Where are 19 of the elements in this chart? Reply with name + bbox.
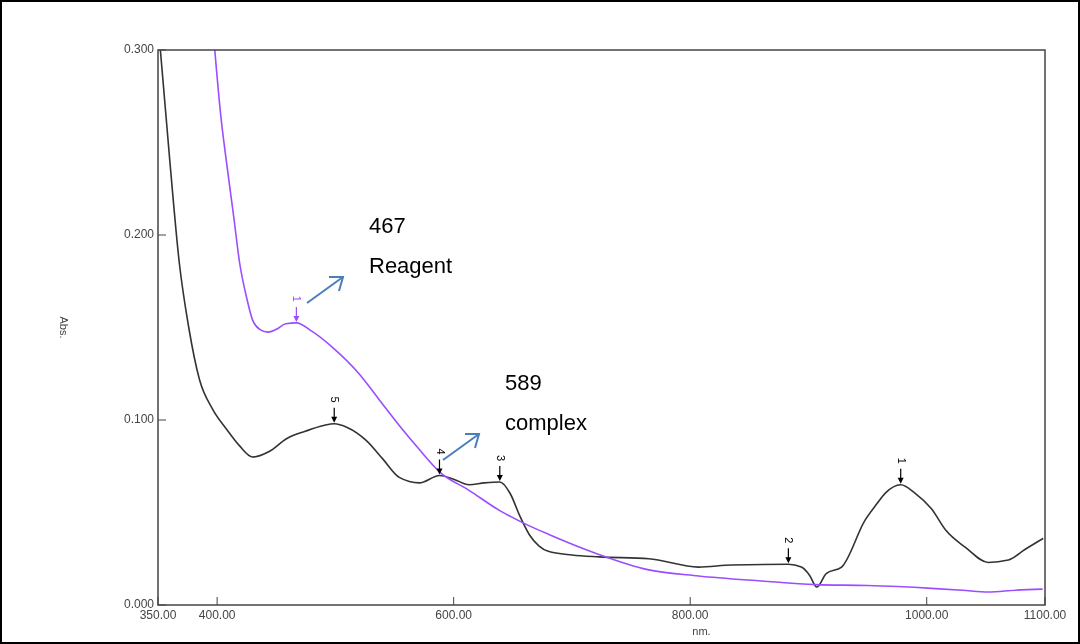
x-tick-label: 400.00 [198,608,236,622]
y-tick-label: 0.300 [123,42,155,57]
annotation: 589 complex [505,370,587,435]
x-tick-label: 1000.00 [905,608,949,622]
x-tick-label: 1100.00 [1023,608,1067,622]
annotation: 5 [329,396,342,403]
annotation: 1 [291,295,304,302]
annotation: 2 [783,537,796,544]
annotation: 4 [434,448,447,455]
x-tick-label: 600.00 [435,608,473,622]
annotation: 3 [494,454,507,462]
x-axis-title: nm. [692,625,711,637]
y-tick-label: 0.200 [123,227,155,242]
annotation: 467 Reagent [369,213,453,278]
y-axis-title: Abs. [58,316,70,339]
annotation: 1 [895,457,908,464]
x-tick-label: 350.00 [139,608,177,622]
x-tick-label: 800.00 [671,608,709,622]
y-tick-label: 0.100 [123,412,155,427]
